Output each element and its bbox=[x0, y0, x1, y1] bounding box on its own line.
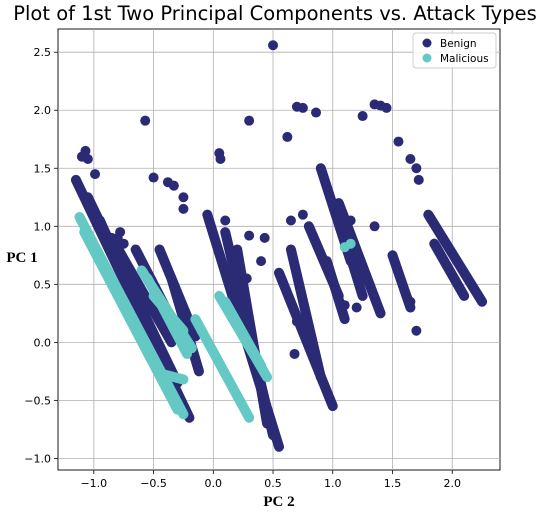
legend-label-benign: Benign bbox=[440, 38, 477, 50]
y-tick-label: 2.0 bbox=[34, 104, 52, 117]
benign-point bbox=[168, 180, 179, 191]
benign-point-streak bbox=[106, 232, 177, 348]
data-layer bbox=[70, 40, 488, 452]
benign-point bbox=[289, 348, 300, 359]
y-tick-label: 1.5 bbox=[34, 162, 52, 175]
benign-point bbox=[291, 316, 302, 327]
legend-marker-benign bbox=[422, 38, 432, 48]
benign-point bbox=[297, 102, 308, 113]
benign-point bbox=[82, 153, 93, 164]
benign-point bbox=[345, 215, 356, 226]
benign-point bbox=[220, 215, 231, 226]
benign-point bbox=[351, 302, 362, 313]
x-tick-label: −1.0 bbox=[80, 477, 107, 490]
x-tick-label: 0.0 bbox=[205, 477, 223, 490]
x-tick-label: −0.5 bbox=[140, 477, 167, 490]
benign-point bbox=[297, 209, 308, 220]
malicious-point-streak bbox=[160, 369, 189, 385]
x-axis-label: PC 2 bbox=[263, 494, 294, 510]
benign-point bbox=[148, 172, 159, 183]
benign-point bbox=[413, 174, 424, 185]
malicious-point bbox=[345, 238, 356, 249]
y-tick-label: 2.5 bbox=[34, 46, 52, 59]
malicious-point-streak bbox=[148, 290, 189, 336]
benign-point bbox=[393, 136, 404, 147]
x-tick-label: 0.5 bbox=[264, 477, 282, 490]
benign-point bbox=[268, 40, 279, 51]
benign-point-streak bbox=[333, 198, 386, 319]
malicious-point-streak bbox=[79, 227, 183, 415]
malicious-point-streak bbox=[190, 314, 255, 423]
y-tick-label: 1.0 bbox=[34, 220, 52, 233]
benign-point bbox=[311, 107, 322, 118]
benign-point bbox=[178, 192, 189, 203]
x-tick-label: 1.0 bbox=[324, 477, 342, 490]
benign-point bbox=[381, 102, 392, 113]
benign-point bbox=[244, 230, 255, 241]
benign-point-streak bbox=[423, 209, 488, 307]
legend: Benign Malicious bbox=[412, 32, 497, 69]
benign-point bbox=[90, 169, 101, 180]
benign-point bbox=[256, 256, 267, 267]
legend-label-malicious: Malicious bbox=[440, 53, 489, 65]
benign-point bbox=[405, 153, 416, 164]
benign-point bbox=[339, 300, 350, 311]
y-axis-label: PC 1 bbox=[6, 250, 37, 266]
benign-point bbox=[178, 203, 189, 214]
benign-point-streak bbox=[285, 244, 326, 383]
benign-point bbox=[259, 232, 270, 243]
benign-point-streak bbox=[166, 273, 204, 377]
benign-point bbox=[405, 296, 416, 307]
benign-point bbox=[411, 325, 422, 336]
benign-point bbox=[357, 111, 368, 122]
benign-point-streak bbox=[429, 238, 470, 301]
malicious-point-streak bbox=[220, 296, 267, 371]
benign-point-streak bbox=[321, 256, 350, 325]
chart-title: Plot of 1st Two Principal Components vs.… bbox=[13, 2, 537, 25]
benign-point bbox=[244, 115, 255, 126]
benign-point bbox=[369, 221, 380, 232]
legend-marker-malicious bbox=[422, 53, 432, 63]
y-tick-label: −1.0 bbox=[24, 452, 51, 465]
y-tick-label: 0.0 bbox=[34, 336, 52, 349]
benign-point bbox=[285, 215, 296, 226]
benign-point bbox=[215, 153, 226, 164]
benign-point bbox=[112, 232, 123, 243]
benign-point bbox=[411, 163, 422, 174]
x-tick-label: 1.5 bbox=[384, 477, 402, 490]
benign-point bbox=[140, 115, 151, 126]
legend-box bbox=[412, 32, 497, 69]
benign-point bbox=[303, 337, 314, 348]
benign-point bbox=[282, 131, 293, 142]
x-tick-label: 2.0 bbox=[443, 477, 461, 490]
axes: −1.0 −0.5 0.0 0.5 1.0 1.5 2.0 −1.0 −0.5 0.0 0.5 1.0… bbox=[24, 46, 461, 490]
y-tick-label: −0.5 bbox=[24, 394, 51, 407]
benign-point bbox=[241, 273, 252, 284]
y-tick-label: 0.5 bbox=[34, 278, 52, 291]
